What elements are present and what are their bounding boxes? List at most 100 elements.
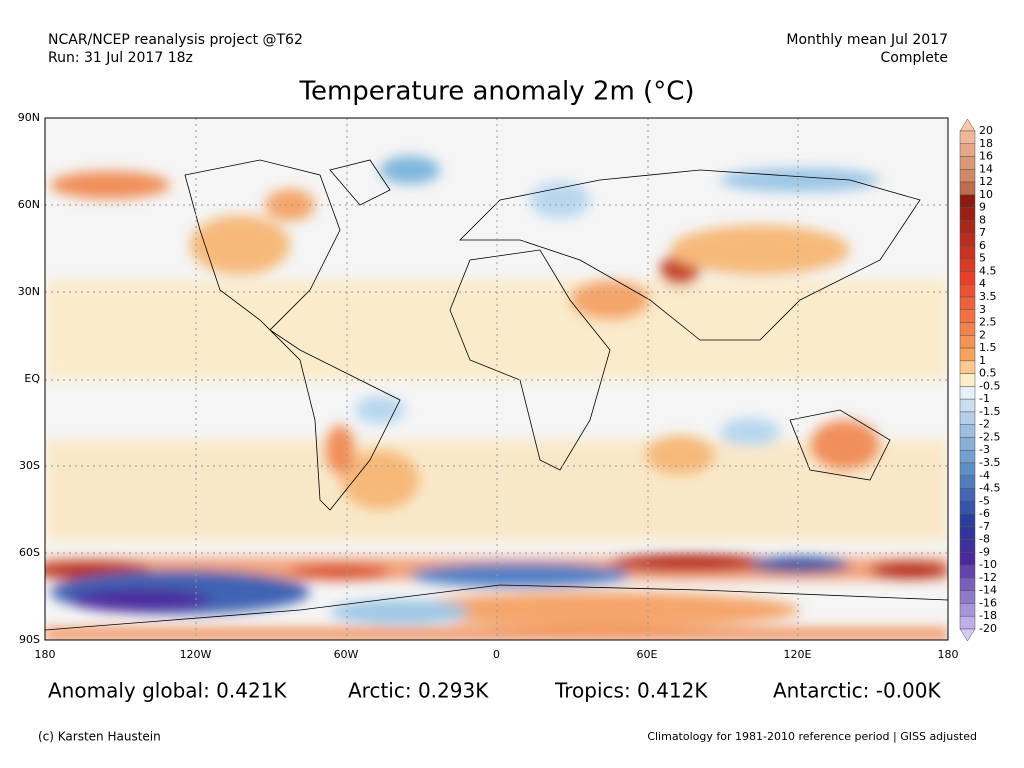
colorbar-label: 2.5	[979, 316, 997, 329]
colorbar-label: 12	[979, 175, 993, 188]
colorbar-bin	[959, 462, 976, 477]
colorbar-bin	[959, 603, 976, 617]
colorbar-bin	[959, 437, 976, 451]
lat-label: 90S	[19, 633, 40, 646]
colorbar-bin	[959, 526, 976, 540]
colorbar-bin	[959, 143, 976, 157]
colorbar-bin	[959, 156, 976, 170]
colorbar-label: 9	[979, 201, 986, 214]
colorbar-bin	[959, 411, 976, 425]
colorbar-label: 10	[979, 188, 993, 201]
colorbar-label: 5	[979, 252, 986, 265]
colorbar-label: 6	[979, 239, 986, 252]
colorbar-bin	[959, 488, 976, 502]
stat-antarctic: Antarctic: -0.00K	[773, 679, 941, 703]
colorbar-label: 0.5	[979, 367, 997, 380]
colorbar-label: -4.5	[979, 482, 1000, 495]
colorbar-label: -14	[979, 584, 997, 597]
colorbar-bin	[959, 552, 976, 566]
colorbar-bin	[959, 615, 976, 630]
colorbar-bin	[959, 449, 976, 464]
colorbar-label: -10	[979, 558, 997, 571]
colorbar-bin	[959, 245, 976, 259]
map-frame	[44, 117, 949, 641]
colorbar-label: 3	[979, 303, 986, 316]
colorbar-label: -4	[979, 469, 990, 482]
lat-label: 90N	[18, 111, 40, 124]
colorbar-label: -0.5	[979, 379, 1000, 392]
header-left-1: NCAR/NCEP reanalysis project @T62	[48, 32, 303, 48]
colorbar-bin	[959, 398, 976, 413]
map-field	[45, 118, 948, 640]
colorbar-label: -16	[979, 596, 997, 609]
colorbar-bin	[959, 258, 976, 272]
colorbar-bin	[959, 424, 976, 438]
header-right-2: Complete	[881, 50, 948, 66]
title: Temperature anomaly 2m (°C)	[299, 77, 695, 107]
colorbar-label: -1	[979, 392, 990, 405]
colorbar-bin	[959, 194, 976, 208]
colorbar-label: -1.5	[979, 405, 1000, 418]
colorbar-bin	[959, 271, 976, 285]
colorbar-label: 4.5	[979, 264, 997, 277]
colorbar-bin	[959, 296, 976, 311]
colorbar-label: 4	[979, 277, 986, 290]
colorbar-bin	[959, 360, 976, 374]
footer-left: (c) Karsten Haustein	[38, 730, 161, 744]
colorbar-cap	[959, 628, 976, 642]
lon-label: 120W	[180, 648, 212, 661]
colorbar-label: 1	[979, 354, 986, 367]
colorbar-bin	[959, 475, 976, 489]
stat-tropics: Tropics: 0.412K	[554, 679, 708, 703]
colorbar-label: 18	[979, 137, 993, 150]
colorbar-bin	[959, 373, 976, 387]
footer-right: Climatology for 1981-2010 reference peri…	[647, 730, 977, 743]
colorbar-bin	[959, 577, 976, 591]
lat-label: 30S	[19, 459, 40, 472]
lat-label: 60N	[18, 198, 40, 211]
colorbar-label: 7	[979, 226, 986, 239]
colorbar-label: 8	[979, 213, 986, 226]
colorbar-bin	[959, 283, 976, 298]
lon-label: 180	[35, 648, 56, 661]
colorbar-label: -3	[979, 443, 990, 456]
colorbar-label: 3.5	[979, 290, 997, 303]
colorbar-label: 1.5	[979, 341, 997, 354]
colorbar-label: -12	[979, 571, 997, 584]
lat-label: EQ	[24, 372, 40, 385]
stat-global: Anomaly global: 0.421K	[48, 679, 287, 703]
colorbar-bin	[959, 386, 976, 400]
lat-label: 60S	[19, 546, 40, 559]
colorbar-label: 20	[979, 124, 993, 137]
colorbar-cap	[959, 118, 976, 132]
colorbar-label: -20	[979, 622, 997, 635]
lon-label: 60W	[334, 648, 359, 661]
colorbar-label: 16	[979, 150, 993, 163]
colorbar-bin	[959, 590, 976, 604]
colorbar-bin	[959, 309, 976, 323]
colorbar-bin	[959, 220, 976, 234]
colorbar-bin	[959, 322, 976, 336]
stat-arctic: Arctic: 0.293K	[348, 679, 489, 703]
colorbar-label: -2	[979, 418, 990, 431]
colorbar-label: 14	[979, 162, 993, 175]
colorbar-bin	[959, 564, 976, 579]
colorbar-label: -9	[979, 545, 990, 558]
colorbar-bin	[959, 501, 976, 515]
header-left-2: Run: 31 Jul 2017 18z	[48, 50, 193, 66]
colorbar-bin	[959, 232, 976, 247]
lon-label: 60E	[637, 648, 658, 661]
colorbar-bin	[959, 130, 976, 145]
lon-label: 0	[493, 648, 500, 661]
colorbar-label: -18	[979, 609, 997, 622]
colorbar-label: -5	[979, 494, 990, 507]
colorbar-bin	[959, 207, 976, 221]
colorbar-bin	[959, 335, 976, 349]
colorbar-label: -2.5	[979, 430, 1000, 443]
colorbar-bin	[959, 539, 976, 553]
colorbar-label: -7	[979, 520, 990, 533]
colorbar-label: -8	[979, 533, 990, 546]
colorbar-bin	[959, 347, 976, 362]
colorbar-label: -6	[979, 507, 990, 520]
